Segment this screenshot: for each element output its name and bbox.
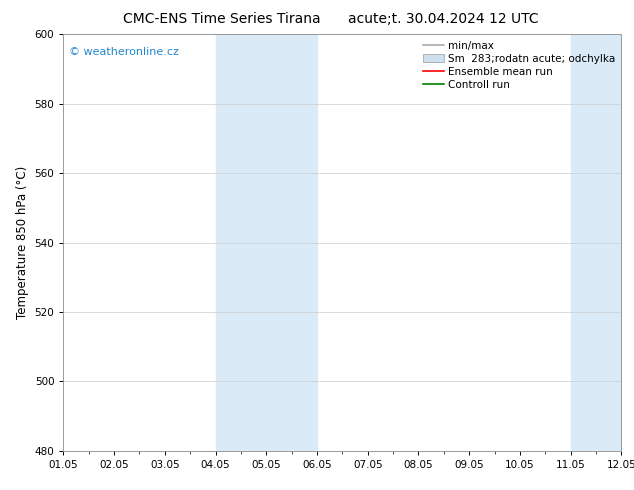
Bar [571,34,634,451]
Text: acute;t. 30.04.2024 12 UTC: acute;t. 30.04.2024 12 UTC [349,12,539,26]
Legend: min/max, Sm  283;rodatn acute; odchylka, Ensemble mean run, Controll run: min/max, Sm 283;rodatn acute; odchylka, … [418,36,619,94]
Text: CMC-ENS Time Series Tirana: CMC-ENS Time Series Tirana [123,12,321,26]
Y-axis label: Temperature 850 hPa (°C): Temperature 850 hPa (°C) [16,166,29,319]
Text: © weatheronline.cz: © weatheronline.cz [69,47,179,57]
Bar [216,34,317,451]
